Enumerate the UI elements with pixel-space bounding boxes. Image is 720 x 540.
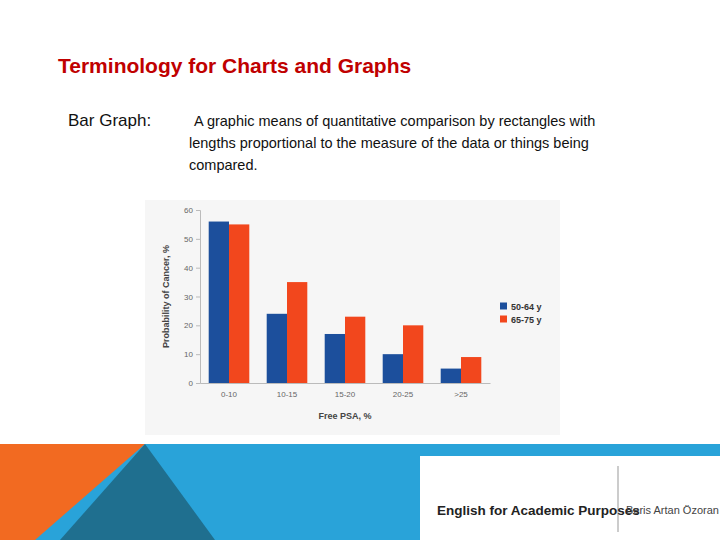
x-tick-label: 20-25 bbox=[393, 390, 414, 399]
legend: 50-64 y 65-75 y bbox=[500, 302, 542, 325]
y-tick-mark bbox=[196, 325, 200, 326]
x-axis-title: Free PSA, % bbox=[318, 411, 371, 421]
definition-line: A graphic means of quantitative comparis… bbox=[194, 113, 595, 129]
bar bbox=[287, 282, 307, 383]
x-tick: 15-20 bbox=[335, 383, 356, 399]
footer-band bbox=[0, 444, 720, 540]
y-axis: 0 10 20 30 40 50 60 bbox=[184, 206, 200, 388]
y-tick-mark bbox=[196, 239, 200, 240]
y-tick-mark bbox=[196, 210, 200, 211]
footer-author: Beris Artan Özoran bbox=[626, 504, 719, 516]
bar bbox=[229, 224, 249, 383]
y-tick-label: 10 bbox=[184, 350, 193, 359]
y-tick: 50 bbox=[184, 235, 200, 244]
y-tick: 30 bbox=[184, 293, 200, 302]
bar bbox=[461, 357, 481, 383]
x-tick: >25 bbox=[454, 383, 468, 399]
bars bbox=[209, 222, 482, 383]
x-axis-line bbox=[201, 383, 491, 384]
y-tick-label: 30 bbox=[184, 293, 193, 302]
footer-panel bbox=[420, 456, 720, 540]
y-tick-label: 50 bbox=[184, 235, 193, 244]
x-tick: 20-25 bbox=[393, 383, 414, 399]
x-tick-label: 0-10 bbox=[221, 390, 238, 399]
x-tick-label: 10-15 bbox=[277, 390, 298, 399]
y-tick-label: 60 bbox=[184, 206, 193, 215]
y-tick-mark bbox=[196, 354, 200, 355]
bar bbox=[383, 354, 403, 383]
slide-title: Terminology for Charts and Graphs bbox=[58, 54, 411, 77]
y-tick-label: 0 bbox=[189, 379, 194, 388]
y-axis-line bbox=[196, 211, 201, 384]
y-tick-mark bbox=[196, 383, 200, 384]
legend-label: 50-64 y bbox=[511, 302, 542, 312]
bar bbox=[345, 317, 365, 383]
y-tick: 10 bbox=[184, 350, 200, 359]
slide: Terminology for Charts and Graphs Bar Gra… bbox=[0, 0, 720, 540]
bar bbox=[403, 325, 423, 383]
y-axis-title: Probability of Cancer, % bbox=[161, 245, 171, 348]
bar bbox=[209, 222, 229, 383]
term: Bar Graph: bbox=[68, 111, 151, 130]
y-tick-mark bbox=[196, 268, 200, 269]
y-tick-label: 20 bbox=[184, 321, 193, 330]
x-axis: 0-10 10-15 15-20 20-25 >25 bbox=[201, 383, 491, 399]
y-tick-mark bbox=[196, 297, 200, 298]
legend-label: 65-75 y bbox=[511, 315, 542, 325]
bar bbox=[267, 314, 287, 383]
x-tick-label: 15-20 bbox=[335, 390, 356, 399]
y-tick: 0 bbox=[189, 379, 200, 388]
definition-line: lengths proportional to the measure of t… bbox=[189, 135, 589, 151]
x-tick: 10-15 bbox=[277, 383, 298, 399]
bar bbox=[441, 369, 461, 383]
legend-swatch bbox=[500, 303, 507, 310]
y-tick: 40 bbox=[184, 264, 200, 273]
footer-course: English for Academic Purposes bbox=[437, 503, 640, 518]
y-tick: 60 bbox=[184, 206, 200, 215]
definition-line: compared. bbox=[189, 157, 258, 173]
chart-background bbox=[145, 200, 560, 435]
y-tick-label: 40 bbox=[184, 264, 193, 273]
bar bbox=[325, 334, 345, 383]
footer-separator bbox=[618, 466, 619, 532]
y-tick: 20 bbox=[184, 321, 200, 330]
legend-swatch bbox=[500, 316, 507, 323]
footer-triangle bbox=[60, 444, 215, 540]
x-tick-label: >25 bbox=[454, 390, 468, 399]
x-tick: 0-10 bbox=[221, 383, 238, 399]
